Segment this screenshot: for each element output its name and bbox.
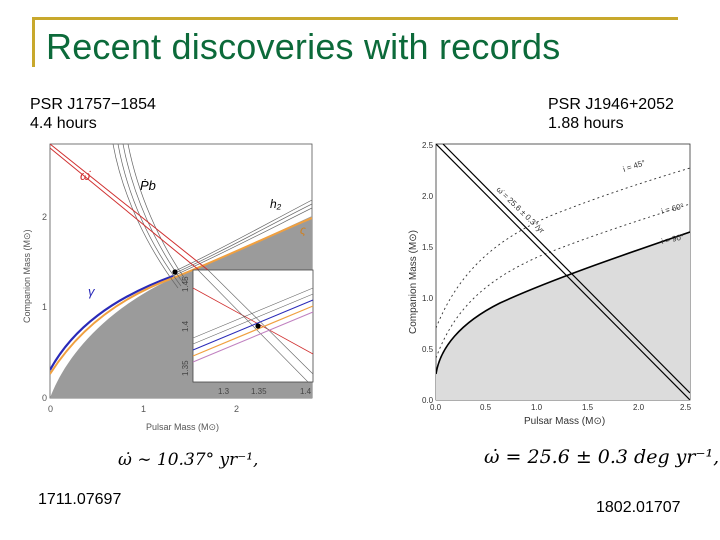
right-ytick-1.0: 1.0 xyxy=(422,294,434,303)
left-mass-solution-point xyxy=(172,269,178,275)
right-xtick-1.5: 1.5 xyxy=(582,403,594,412)
left-inset-zoom: 1.3 1.35 1.4 1.35 1.4 1.45 xyxy=(181,269,314,396)
right-excluded-region xyxy=(436,232,690,400)
inset-ytick-1.4: 1.4 xyxy=(181,320,190,332)
inset-xtick-1.3: 1.3 xyxy=(218,387,230,396)
right-xaxis-label: Pulsar Mass (M⊙) xyxy=(524,416,605,427)
left-label-h2: h₂ xyxy=(270,197,282,211)
right-xtick-0.0: 0.0 xyxy=(430,403,442,412)
left-pbdot-curve-b xyxy=(117,144,182,287)
left-yaxis-label: Companion Mass (M⊙) xyxy=(22,229,32,323)
left-orbital-period: 4.4 hours xyxy=(30,115,97,132)
left-pbdot-curve-a xyxy=(112,144,179,289)
left-h2-curve-a xyxy=(172,207,312,277)
left-gamma-curve xyxy=(50,274,174,371)
left-omdot-line-a xyxy=(50,144,219,279)
right-mass-mass-plot: i = 45° i = 60° i = 90° ω̇ = 25.6 ± 0.3°… xyxy=(408,141,692,427)
left-mass-mass-plot: ω̇ Ṗb h₂ γ ς 1.3 1.35 1.4 1.35 1.4 1.45… xyxy=(22,143,314,432)
left-omdot-equation: ω̇ ∼ 10.37° yr⁻¹, xyxy=(118,450,259,470)
left-inset-solution-point xyxy=(255,323,261,329)
right-xtick-2.5: 2.5 xyxy=(680,403,692,412)
right-xtick-1.0: 1.0 xyxy=(531,403,543,412)
right-i90-curve xyxy=(436,231,690,375)
right-xtick-2.0: 2.0 xyxy=(633,403,645,412)
left-ytick-0: 0 xyxy=(42,393,47,403)
left-ytick-2: 2 xyxy=(42,212,47,222)
left-omdot-line-b xyxy=(50,147,217,285)
left-ytick-1: 1 xyxy=(42,302,47,312)
right-arxiv-id: 1802.01707 xyxy=(596,499,681,516)
right-ytick-2.0: 2.0 xyxy=(422,192,434,201)
left-pbdot-curve-d xyxy=(127,144,188,283)
left-label-omdot: ω̇ xyxy=(80,168,91,183)
right-ytick-0.5: 0.5 xyxy=(422,345,434,354)
right-omdot-equation: ω̇ = 25.6 ± 0.3 deg yr⁻¹, xyxy=(484,446,720,468)
inset-ytick-1.35: 1.35 xyxy=(181,360,190,376)
left-xtick-1: 1 xyxy=(141,404,146,414)
inset-ytick-1.45: 1.45 xyxy=(181,276,190,292)
slide-title: Recent discoveries with records xyxy=(46,26,561,67)
right-i60-curve xyxy=(436,203,690,359)
inset-xtick-1.35: 1.35 xyxy=(251,387,267,396)
right-omdot-line-b xyxy=(442,144,690,394)
left-xtick-2: 2 xyxy=(234,404,239,414)
left-xaxis-label: Pulsar Mass (M⊙) xyxy=(146,422,219,432)
left-label-pbdot: Ṗb xyxy=(140,178,156,193)
left-arxiv-id: 1711.07697 xyxy=(38,491,122,508)
right-ytick-2.5: 2.5 xyxy=(422,141,434,150)
left-label-gamma: γ xyxy=(88,284,96,299)
left-label-sin-i: ς xyxy=(300,223,306,237)
left-pulsar-name: PSR J1757−1854 xyxy=(30,96,156,113)
left-h2-curve-b xyxy=(172,203,312,275)
right-ytick-1.5: 1.5 xyxy=(422,243,434,252)
right-ytick-0.0: 0.0 xyxy=(422,396,434,405)
inset-xtick-1.4: 1.4 xyxy=(300,387,312,396)
right-xtick-0.5: 0.5 xyxy=(480,403,492,412)
left-xtick-0: 0 xyxy=(48,404,53,414)
right-omdot-line-a xyxy=(436,144,690,400)
left-h2-curve-c xyxy=(172,199,312,273)
right-orbital-period: 1.88 hours xyxy=(548,115,624,132)
right-pulsar-name: PSR J1946+2052 xyxy=(548,96,674,113)
right-yaxis-label: Companion Mass (M⊙) xyxy=(408,230,419,334)
left-sin-i-curve xyxy=(50,217,312,375)
title-accent-bar xyxy=(32,17,678,20)
title-accent-bar-left xyxy=(32,17,35,67)
